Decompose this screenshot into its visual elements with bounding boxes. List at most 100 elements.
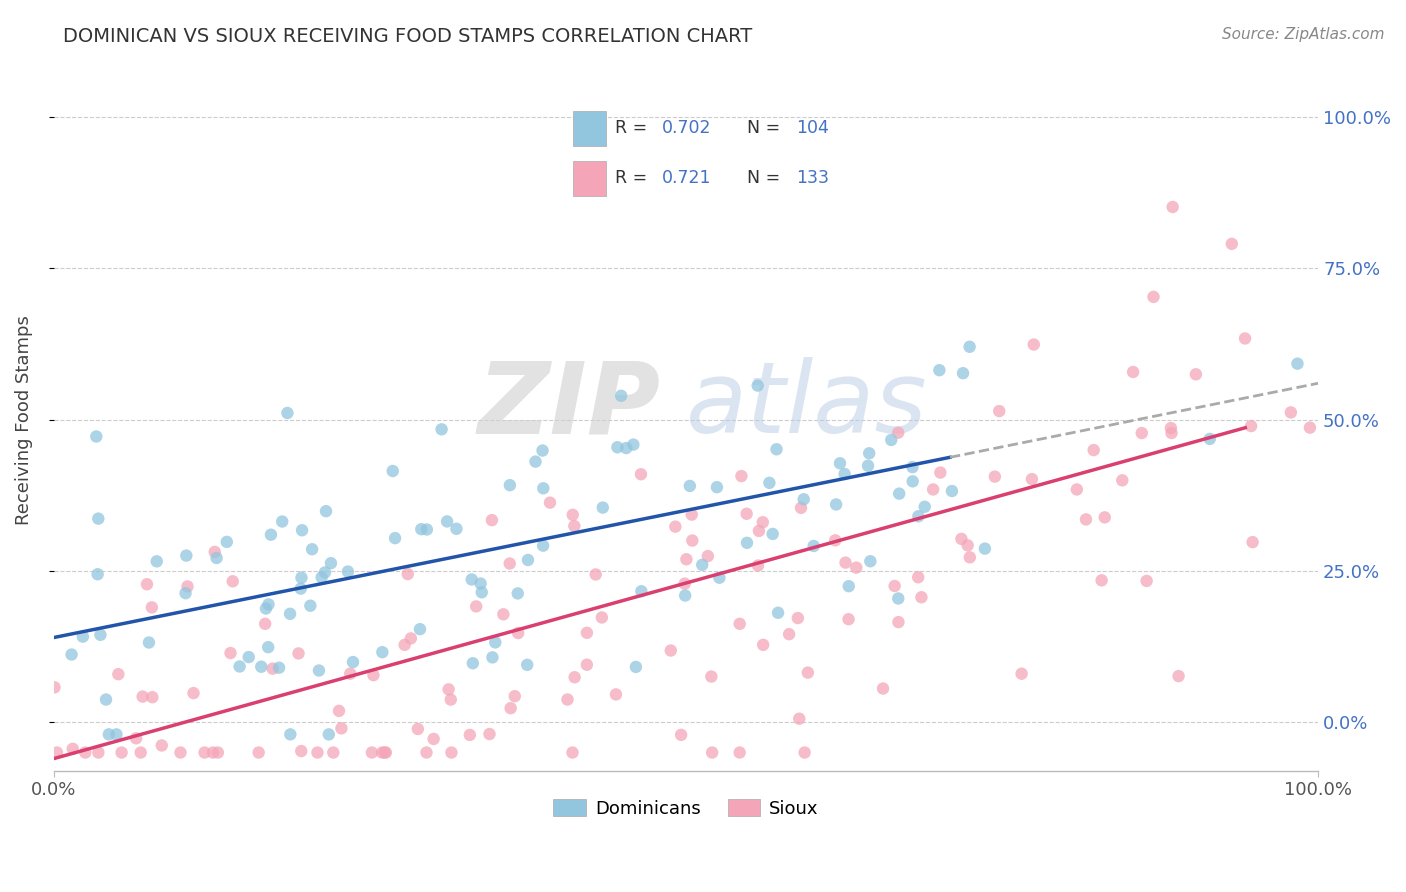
Point [278,607,301,621]
Point [138,635,160,649]
Point [630,467,652,482]
Point [564,670,586,684]
Point [314,566,336,580]
Point [1122,365,1144,379]
Point [176,549,198,563]
Point [1279,405,1302,419]
Point [922,483,945,497]
Point [914,500,936,514]
Point [700,669,723,683]
Point [62,741,84,756]
Point [257,598,280,612]
Point [959,550,981,565]
Point [60,648,83,662]
Point [125,731,148,746]
Point [1074,512,1097,526]
Point [1220,236,1243,251]
Point [460,573,482,587]
Point [880,433,903,447]
Point [1011,666,1033,681]
Point [592,500,614,515]
Point [838,579,860,593]
Point [336,565,359,579]
Point [673,589,696,603]
Point [575,625,598,640]
Point [87,511,110,525]
Point [363,668,385,682]
Point [381,464,404,478]
Point [478,727,501,741]
Point [97,727,120,741]
Point [250,659,273,673]
Point [238,650,260,665]
Text: Source: ZipAtlas.com: Source: ZipAtlas.com [1222,27,1385,42]
Text: atlas: atlas [686,357,928,454]
Point [858,446,880,460]
Point [747,378,769,392]
Point [437,682,460,697]
Point [176,579,198,593]
Point [222,574,245,589]
Point [1161,200,1184,214]
Point [228,659,250,673]
Point [436,515,458,529]
Point [46,746,69,760]
Point [84,429,107,443]
Point [75,746,97,760]
Point [988,404,1011,418]
Point [465,599,488,614]
Point [371,746,394,760]
Point [411,522,433,536]
Point [575,657,598,672]
Point [278,727,301,741]
Point [503,689,526,703]
Point [973,541,995,556]
Point [1160,425,1182,440]
Point [664,519,686,533]
Point [174,586,197,600]
Point [1022,337,1045,351]
Point [585,567,607,582]
Point [557,692,579,706]
Point [204,545,226,559]
Point [1130,425,1153,440]
Point [1083,443,1105,458]
Point [786,611,808,625]
Point [706,480,728,494]
Point [374,746,396,760]
Point [728,616,751,631]
Point [290,744,312,758]
Point [675,552,697,566]
Point [591,610,613,624]
Point [959,340,981,354]
Point [141,690,163,705]
Point [950,532,973,546]
Point [538,496,561,510]
Point [105,727,128,741]
Point [276,406,298,420]
Point [330,722,353,736]
Point [907,570,929,584]
Point [254,616,277,631]
Point [260,527,283,541]
Point [399,632,422,646]
Point [845,560,868,574]
Point [856,458,879,473]
Point [131,690,153,704]
Point [470,576,492,591]
Point [508,626,530,640]
Point [481,650,503,665]
Point [205,551,228,566]
Point [384,531,406,545]
Point [681,508,703,522]
Point [531,481,554,495]
Point [624,660,647,674]
Point [254,601,277,615]
Point [440,746,463,760]
Point [44,681,66,695]
Point [762,527,785,541]
Point [562,519,585,533]
Point [129,746,152,760]
Point [1234,331,1257,345]
Point [446,522,468,536]
